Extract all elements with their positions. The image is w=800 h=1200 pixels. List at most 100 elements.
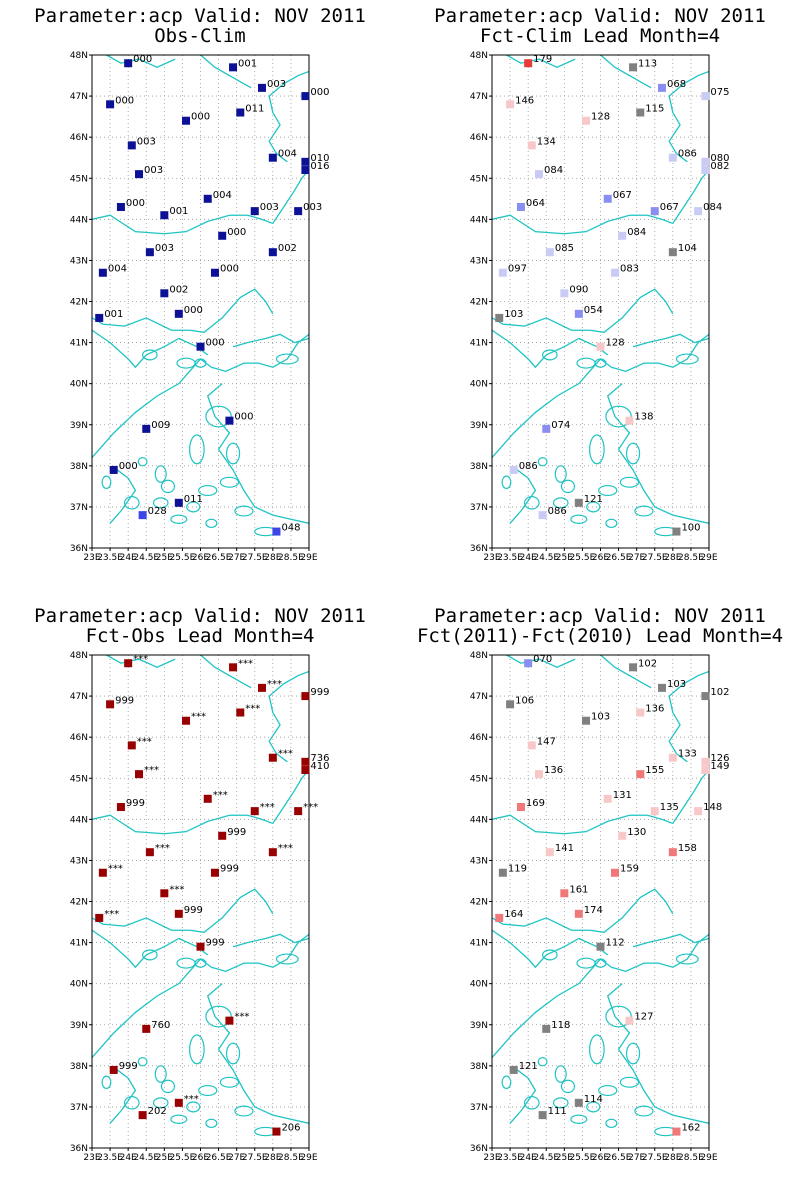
lat-tick-label: 37N [470, 503, 488, 513]
station-value-label: *** [238, 658, 253, 669]
lon-tick-label: 27.5E [642, 553, 668, 563]
station-marker [268, 153, 277, 162]
station-marker [142, 1024, 151, 1033]
station-point: *** [145, 843, 170, 857]
station-value-label: 104 [678, 243, 697, 254]
lon-tick-label: 28.5E [278, 1153, 304, 1163]
lon-tick-label: 25.5E [570, 1153, 596, 1163]
station-point: 161 [560, 884, 588, 898]
lon-tick-label: 25E [156, 553, 173, 563]
station-point: 011 [174, 494, 203, 507]
station-marker [574, 498, 583, 507]
station-marker [650, 807, 659, 816]
station-marker [229, 663, 238, 672]
station-value-label: 001 [238, 58, 257, 69]
station-point: 064 [516, 198, 545, 212]
station-point: 084 [618, 227, 646, 240]
station-value-label: 130 [627, 827, 646, 838]
station-marker [509, 1065, 518, 1074]
station-marker [124, 659, 133, 668]
station-marker [236, 708, 245, 717]
lat-tick-label: 39N [470, 1021, 488, 1031]
station-value-label: 169 [526, 798, 545, 809]
station-value-label: 131 [613, 790, 632, 801]
station-marker [272, 527, 281, 536]
station-marker [236, 108, 245, 117]
station-value-label: 009 [151, 420, 170, 431]
station-point: 000 [106, 95, 134, 109]
station-marker [301, 157, 310, 166]
station-point: 000 [210, 264, 239, 277]
station-marker [138, 1111, 147, 1120]
station-point: 003 [257, 79, 286, 92]
station-point: 086 [509, 461, 538, 474]
station-value-label: 113 [638, 58, 657, 69]
station-point: *** [268, 749, 293, 762]
station-value-label: 000 [234, 412, 253, 423]
station-marker [668, 848, 677, 857]
station-point: *** [95, 909, 119, 922]
station-value-label: 161 [569, 884, 588, 895]
station-value-label: 103 [591, 712, 610, 723]
station-marker [636, 708, 645, 717]
station-marker [498, 868, 507, 877]
station-marker [268, 248, 277, 257]
station-point: *** [124, 654, 148, 668]
station-value-label: 000 [227, 227, 246, 238]
lon-tick-label: 28E [664, 553, 681, 563]
station-point: *** [182, 712, 206, 725]
lat-tick-label: 36N [70, 544, 88, 554]
station-point: 000 [116, 198, 145, 212]
lon-tick-label: 29E [700, 1153, 717, 1163]
station-value-label: 149 [710, 761, 729, 772]
station-marker [98, 268, 107, 277]
station-value-label: 206 [281, 1123, 300, 1134]
lat-tick-label: 39N [70, 1021, 88, 1031]
station-point: 048 [272, 523, 301, 536]
station-marker [182, 716, 191, 725]
station-point: 141 [545, 843, 574, 857]
station-point: 086 [538, 506, 567, 520]
station-point: 999 [106, 695, 134, 709]
station-marker [672, 527, 681, 536]
station-value-label: 000 [310, 87, 329, 98]
station-point: 084 [535, 165, 563, 179]
station-marker [574, 309, 583, 318]
station-marker [301, 757, 310, 766]
station-value-label: *** [267, 679, 282, 690]
station-value-label: 086 [519, 461, 538, 472]
station-marker [174, 498, 183, 507]
chart-title: Parameter:acp Valid: NOV 2011 [434, 5, 766, 27]
station-marker [524, 59, 533, 68]
station-value-label: 086 [678, 149, 697, 160]
lat-tick-label: 47N [470, 92, 488, 102]
station-value-label: 028 [148, 506, 167, 517]
lon-tick-label: 28E [664, 1153, 681, 1163]
station-value-label: 004 [213, 190, 232, 201]
station-marker [506, 700, 515, 709]
station-point: 000 [182, 112, 210, 125]
station-value-label: 001 [169, 206, 188, 217]
station-value-label: *** [213, 790, 228, 801]
station-point: 410 [301, 761, 329, 775]
station-value-label: 999 [310, 687, 329, 698]
lat-tick-label: 41N [470, 339, 488, 349]
station-value-label: 100 [681, 523, 700, 534]
coastlines [492, 655, 709, 1137]
station-value-label: 000 [115, 95, 134, 106]
station-point: 003 [145, 243, 174, 257]
station-marker [268, 848, 277, 857]
station-value-label: 083 [620, 264, 639, 275]
station-value-label: 128 [606, 338, 625, 349]
station-marker [694, 207, 703, 216]
station-marker [527, 141, 536, 150]
station-value-label: *** [169, 884, 184, 895]
station-value-label: 000 [220, 264, 239, 275]
station-value-label: 000 [126, 198, 145, 209]
lat-tick-label: 44N [70, 215, 88, 225]
station-value-label: 121 [584, 494, 603, 505]
station-value-label: *** [303, 802, 318, 813]
station-marker [174, 1098, 183, 1107]
station-marker [95, 913, 104, 922]
station-point: 103 [495, 309, 523, 322]
